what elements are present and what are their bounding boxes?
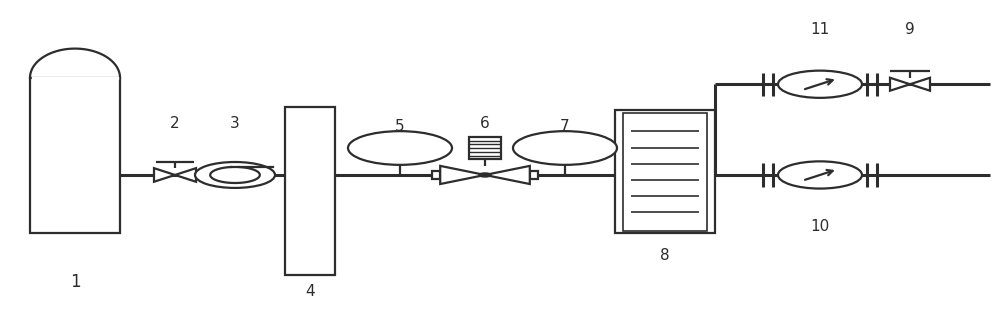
Bar — [623, 113, 707, 231]
Circle shape — [778, 161, 862, 189]
Text: 10: 10 — [810, 219, 830, 234]
Text: 11: 11 — [810, 22, 830, 37]
Polygon shape — [440, 166, 485, 184]
Text: 5: 5 — [395, 119, 405, 133]
Text: 7: 7 — [560, 119, 570, 133]
Text: 2: 2 — [170, 116, 180, 131]
Text: 6: 6 — [480, 116, 490, 131]
Bar — [285, 107, 335, 275]
Circle shape — [778, 71, 862, 98]
Bar — [469, 137, 501, 159]
Bar — [432, 171, 440, 179]
Polygon shape — [890, 78, 910, 91]
Text: PI: PI — [395, 143, 405, 153]
Polygon shape — [154, 168, 175, 182]
Text: 3: 3 — [230, 116, 240, 131]
Text: 8: 8 — [660, 249, 670, 263]
Bar — [615, 110, 715, 233]
Circle shape — [348, 131, 452, 165]
Circle shape — [195, 162, 275, 188]
Circle shape — [479, 173, 491, 177]
Bar — [30, 78, 120, 233]
Text: 4: 4 — [305, 284, 315, 299]
Text: 9: 9 — [905, 22, 915, 37]
Polygon shape — [910, 78, 930, 91]
Text: 1: 1 — [70, 273, 80, 291]
Polygon shape — [175, 168, 196, 182]
Text: PI: PI — [560, 143, 570, 153]
Bar — [530, 171, 538, 179]
Polygon shape — [485, 166, 530, 184]
Circle shape — [513, 131, 617, 165]
